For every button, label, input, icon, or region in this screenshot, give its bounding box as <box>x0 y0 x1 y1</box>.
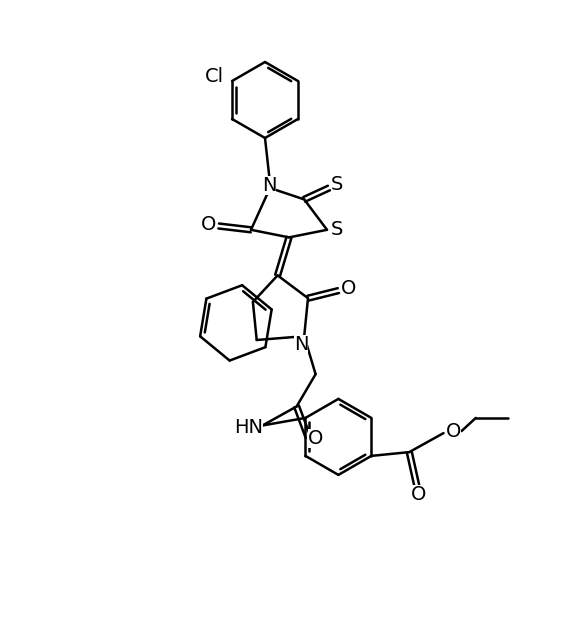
Text: HN: HN <box>234 418 263 437</box>
Text: S: S <box>331 175 343 193</box>
Text: O: O <box>411 485 427 504</box>
Text: N: N <box>294 335 308 354</box>
Text: Cl: Cl <box>205 67 224 86</box>
Text: O: O <box>446 422 461 440</box>
Text: O: O <box>201 214 216 234</box>
Text: S: S <box>331 220 343 239</box>
Text: O: O <box>341 279 356 298</box>
Text: O: O <box>308 429 324 449</box>
Text: N: N <box>262 175 276 195</box>
